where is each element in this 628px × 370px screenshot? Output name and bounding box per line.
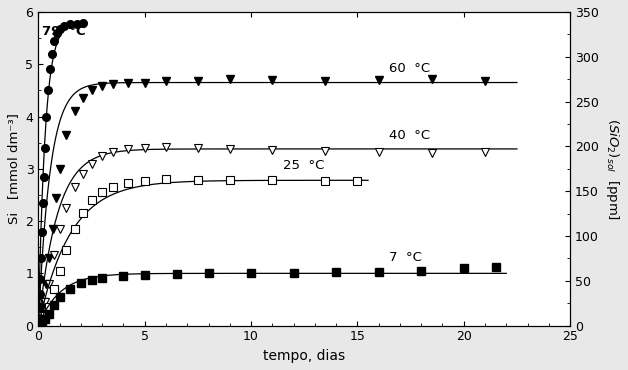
Y-axis label: Si   [mmol dm⁻³]: Si [mmol dm⁻³] [7, 113, 20, 224]
Text: 25  °C: 25 °C [283, 159, 324, 172]
X-axis label: tempo, dias: tempo, dias [263, 349, 345, 363]
Text: 40  °C: 40 °C [389, 129, 430, 142]
Text: 60  °C: 60 °C [389, 62, 430, 75]
Text: 79  °C: 79 °C [42, 25, 86, 38]
Y-axis label: $(SiO_2)_{sol}$  [ppm]: $(SiO_2)_{sol}$ [ppm] [604, 118, 621, 220]
Text: 7  °C: 7 °C [389, 251, 422, 264]
